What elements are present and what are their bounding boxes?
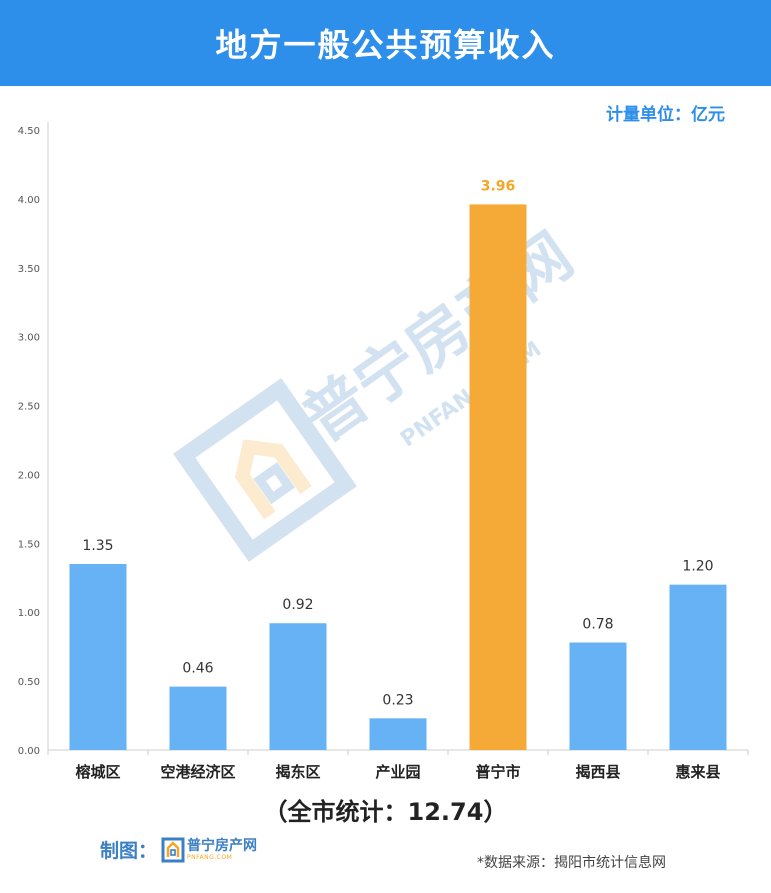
bar-value-label: 0.46 [182, 661, 213, 677]
bar-chart: 普宁房产网 PNFANG.COM 0.000.501.001.502.002.5… [18, 122, 749, 781]
category-label: 揭东区 [275, 763, 320, 781]
category-label: 产业园 [375, 763, 420, 781]
bar [569, 642, 627, 750]
logo-text: 普宁房产网 [187, 837, 258, 854]
y-tick-label: 4.00 [18, 195, 40, 206]
bar [269, 623, 327, 750]
bar [469, 204, 527, 750]
bar [69, 564, 127, 750]
y-tick-label: 3.00 [18, 333, 40, 344]
chart-credit: 制图： 普宁房产网 PNFANG.COM [100, 836, 257, 863]
y-tick-label: 2.00 [18, 470, 40, 481]
bar [369, 718, 427, 750]
category-label: 揭西县 [575, 763, 620, 781]
pnfang-logo: 普宁房产网 PNFANG.COM [161, 837, 257, 863]
y-tick-label: 3.50 [18, 264, 40, 275]
bar [169, 686, 227, 750]
pnfang-logo-icon [161, 837, 185, 862]
category-label: 榕城区 [75, 763, 120, 781]
bar-value-label: 0.92 [282, 597, 313, 613]
bar [669, 584, 727, 750]
data-source: *数据来源：揭阳市统计信息网 [477, 855, 666, 871]
y-tick-label: 2.50 [18, 402, 40, 413]
logo-subtext: PNFANG.COM [187, 853, 233, 861]
bar-value-label: 1.35 [82, 538, 113, 554]
unit-label: 计量单位：亿元 [606, 105, 725, 125]
category-label: 普宁市 [475, 763, 520, 781]
bar-value-label: 0.78 [582, 617, 613, 633]
category-label: 惠来县 [675, 763, 720, 781]
credit-label: 制图： [100, 840, 158, 862]
bar-value-label: 3.96 [481, 178, 516, 194]
bar-value-label: 1.20 [682, 559, 713, 575]
category-label: 空港经济区 [160, 763, 235, 781]
y-tick-label: 0.00 [18, 746, 40, 757]
y-tick-label: 4.50 [18, 126, 40, 137]
header-banner: 地方一般公共预算收入 [0, 0, 771, 86]
chart-title: 地方一般公共预算收入 [215, 26, 556, 64]
bar-value-label: 0.23 [382, 692, 413, 708]
y-tick-label: 1.00 [18, 608, 40, 619]
y-tick-label: 0.50 [18, 677, 40, 688]
total-summary: （全市统计：12.74） [263, 798, 508, 826]
y-tick-label: 1.50 [18, 539, 40, 550]
